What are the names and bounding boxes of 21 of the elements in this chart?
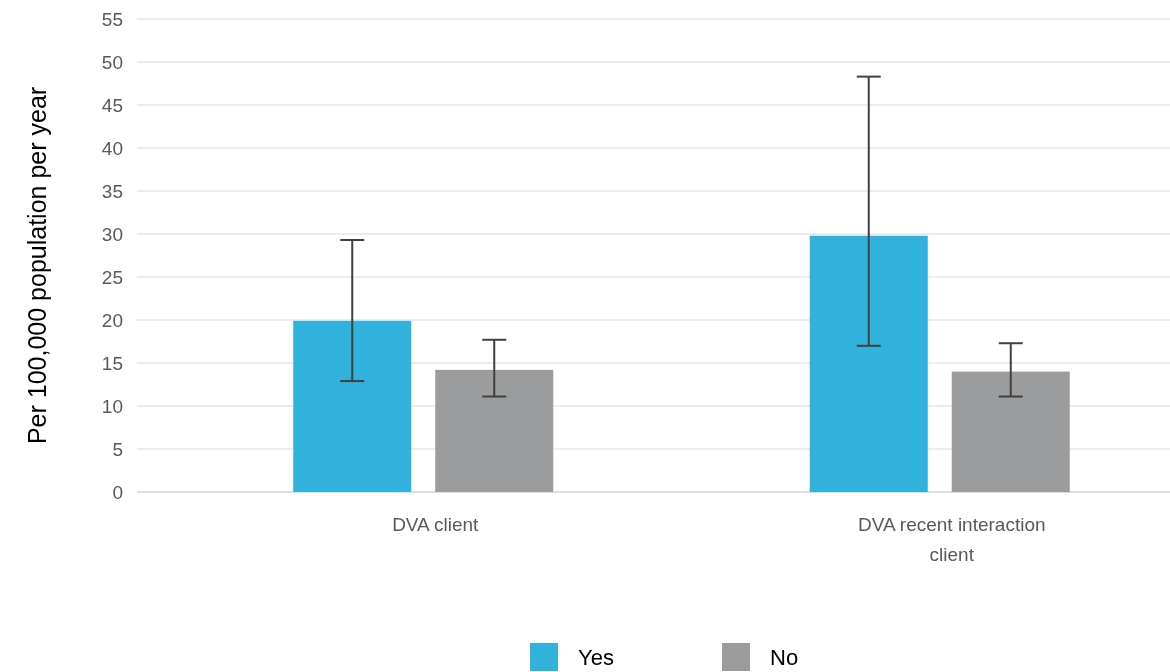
y-tick-label: 35 bbox=[101, 180, 123, 202]
y-tick-label: 55 bbox=[101, 8, 123, 30]
y-tick-label: 45 bbox=[101, 94, 123, 116]
legend-label: No bbox=[770, 644, 799, 670]
x-tick-label: DVA recent interaction client bbox=[857, 514, 1046, 565]
y-axis-title: Per 100,000 population per year bbox=[23, 86, 51, 445]
y-tick-label: 15 bbox=[101, 352, 123, 374]
legend-label: Yes bbox=[578, 644, 614, 670]
bar bbox=[435, 369, 554, 492]
y-tick-label: 10 bbox=[101, 395, 123, 417]
y-tick-label: 20 bbox=[101, 309, 123, 331]
x-tick-label: DVA client bbox=[392, 514, 480, 535]
y-tick-label: 5 bbox=[112, 438, 123, 460]
y-tick-label: 0 bbox=[112, 481, 123, 503]
bar bbox=[809, 235, 928, 492]
bar bbox=[951, 371, 1070, 492]
bar bbox=[293, 320, 412, 492]
y-tick-label: 30 bbox=[101, 223, 123, 245]
y-tick-label: 40 bbox=[101, 137, 123, 159]
y-tick-label: 50 bbox=[101, 51, 123, 73]
y-tick-label: 25 bbox=[101, 266, 123, 288]
